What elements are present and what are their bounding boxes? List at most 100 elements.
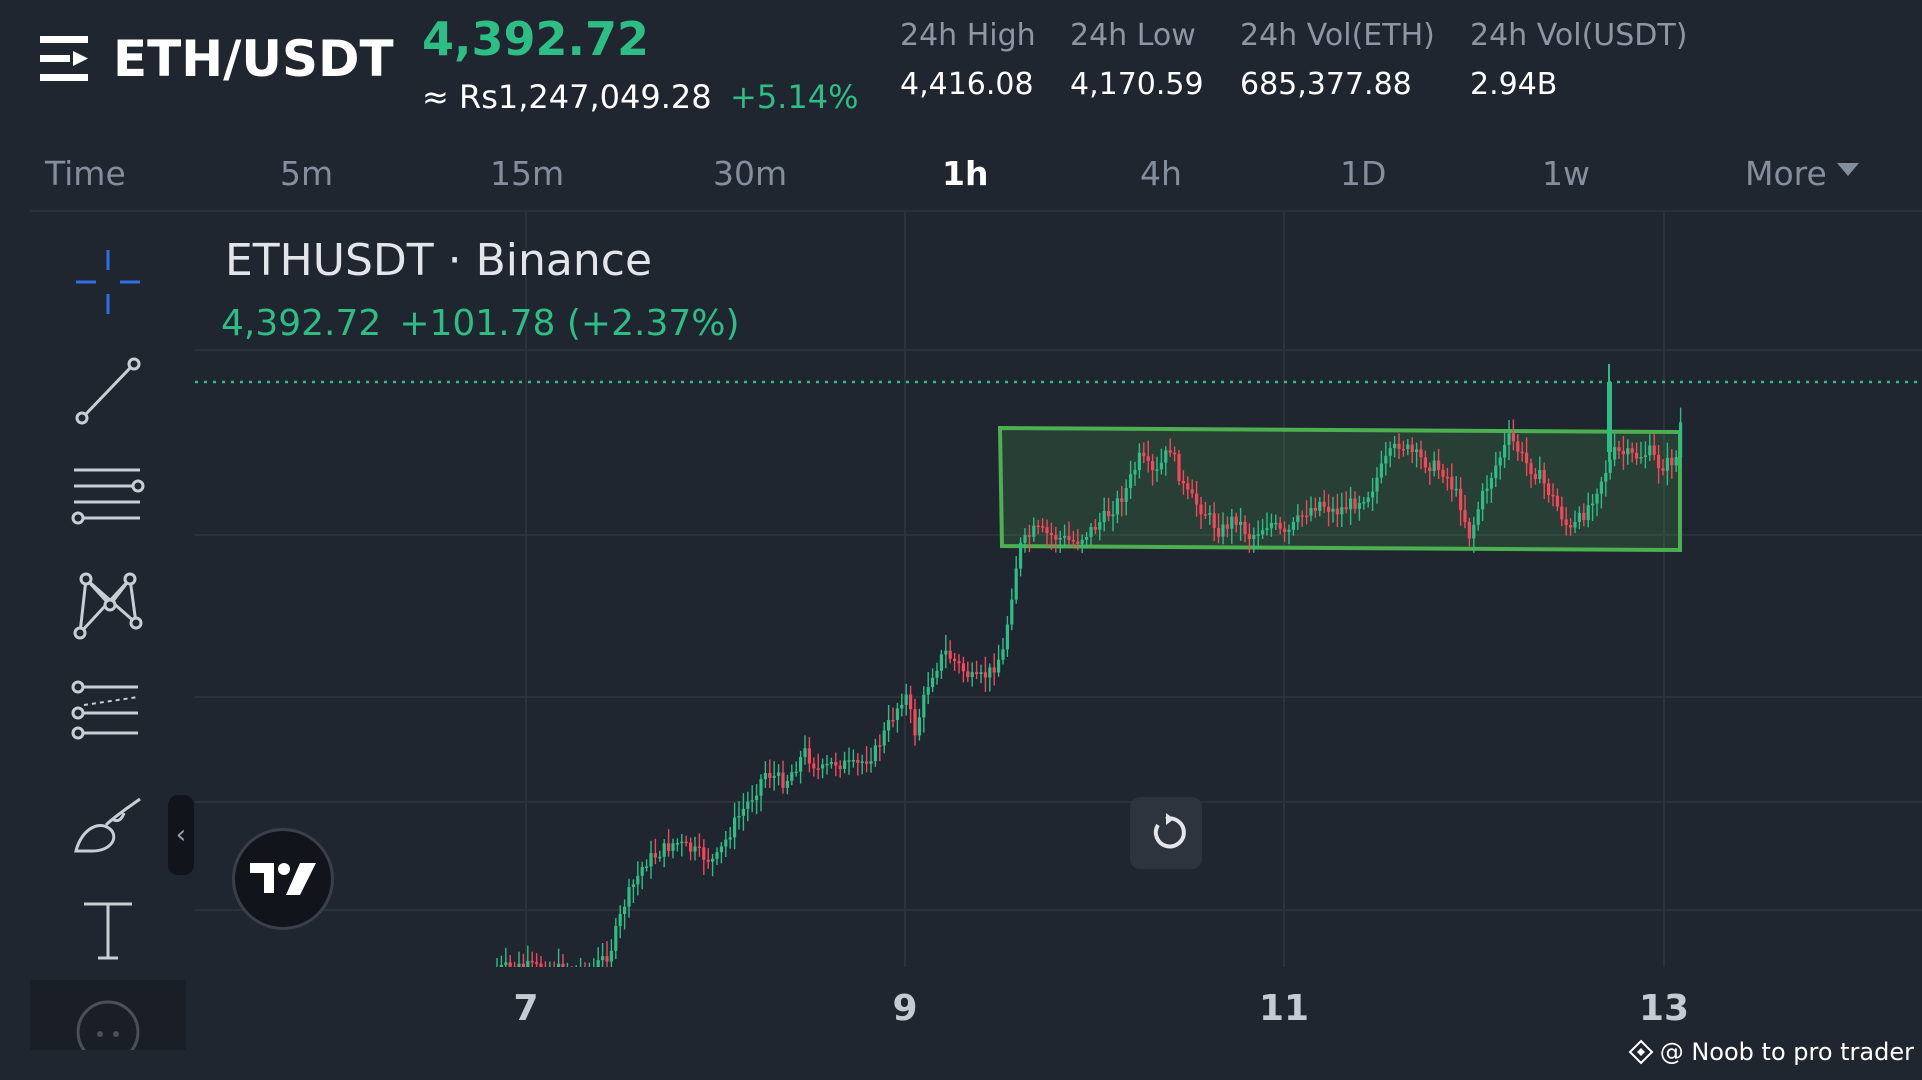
stat-label: 24h High: [900, 18, 1036, 53]
candle-body: [887, 720, 891, 731]
candle-body: [724, 839, 728, 847]
candle-body: [953, 658, 957, 662]
x-axis-tick: 11: [1258, 988, 1310, 1029]
candle-body: [1049, 532, 1053, 536]
candle-body: [609, 950, 613, 962]
toolbar-more[interactable]: [30, 980, 186, 1064]
candle-body: [733, 817, 737, 838]
candle-body: [1186, 483, 1190, 490]
candle-body: [1014, 568, 1018, 600]
candle-body: [1573, 521, 1577, 528]
candle-body: [1252, 535, 1256, 540]
stat-value: 685,377.88: [1240, 67, 1412, 102]
price-chart[interactable]: [195, 212, 1922, 967]
candle-body: [741, 808, 745, 816]
tab-5m[interactable]: 5m: [280, 154, 334, 193]
candle-body: [719, 846, 723, 853]
candle-body: [1375, 477, 1379, 492]
candle-body: [1555, 495, 1559, 507]
candle-body: [1542, 470, 1546, 484]
stat-label: 24h Vol(ETH): [1240, 18, 1435, 53]
candle-body: [1076, 541, 1080, 544]
tabs-divider: [30, 210, 1922, 212]
brush-tool[interactable]: [68, 785, 148, 865]
tab-1d[interactable]: 1D: [1340, 154, 1387, 193]
candle-body: [1102, 511, 1106, 523]
tab-1h[interactable]: 1h: [942, 154, 989, 193]
fib-tool[interactable]: [68, 675, 148, 755]
collapse-toolbar-button[interactable]: ‹: [168, 795, 194, 875]
candle-body: [1340, 507, 1344, 515]
tab-more[interactable]: More: [1745, 154, 1859, 193]
candle-body: [997, 659, 1001, 673]
stat-value: 4,416.08: [900, 67, 1034, 102]
candle-body: [1269, 522, 1273, 529]
candle-body: [1115, 498, 1119, 515]
candle-body: [640, 867, 644, 876]
candle-body: [1181, 480, 1185, 484]
candle-body: [645, 866, 649, 868]
candle-body: [847, 760, 851, 762]
caret-down-icon: [1836, 163, 1859, 176]
trend-line-icon: [75, 357, 141, 425]
tab-30m[interactable]: 30m: [713, 154, 788, 193]
candle-body: [979, 672, 983, 674]
candle-body: [882, 730, 886, 746]
candle-body: [1239, 521, 1243, 525]
candle-body: [517, 963, 521, 967]
stat-value: 2.94B: [1470, 67, 1558, 102]
horizontal-lines-icon: [71, 468, 145, 525]
candle-body: [1313, 508, 1317, 511]
tradingview-logo-icon: [250, 863, 316, 895]
reset-chart-button[interactable]: [1130, 797, 1202, 869]
candle-body: [1415, 449, 1419, 453]
candle-body: [1067, 535, 1071, 540]
menu-icon[interactable]: [40, 34, 92, 84]
candle-body: [539, 963, 543, 967]
stat-label: 24h Vol(USDT): [1470, 18, 1688, 53]
binance-logo-icon: [1628, 1039, 1654, 1065]
tab-15m[interactable]: 15m: [490, 154, 565, 193]
candle-body: [1045, 527, 1049, 533]
candle-body: [1621, 450, 1625, 455]
candle-body: [530, 960, 534, 963]
watermark-text: @ Noob to pro trader: [1659, 1038, 1914, 1066]
candle-body: [1397, 443, 1401, 449]
tab-time[interactable]: Time: [45, 154, 126, 193]
candle-body: [1142, 452, 1146, 457]
candle-body: [803, 748, 807, 758]
candle-body: [856, 760, 860, 763]
candle-body: [1058, 537, 1062, 540]
candle-body: [966, 671, 970, 678]
trend-line-tool[interactable]: [68, 350, 148, 430]
candle-body: [1129, 474, 1133, 488]
candle-body: [1639, 457, 1643, 459]
horizontal-lines-tool[interactable]: [68, 456, 148, 536]
candle-body: [900, 704, 904, 709]
tab-4h[interactable]: 4h: [1140, 154, 1182, 193]
candle-body: [948, 650, 952, 659]
candle-body: [1437, 460, 1441, 470]
candle-body: [988, 667, 992, 678]
candle-body: [913, 709, 917, 736]
candle-body: [961, 663, 965, 672]
candle-body: [711, 858, 715, 862]
candle-body: [1283, 528, 1287, 532]
candle-body: [1371, 491, 1375, 498]
candle-body: [1027, 535, 1031, 537]
candle-body: [1005, 624, 1009, 650]
last-price: 4,392.72: [422, 12, 649, 66]
candle-body: [667, 843, 671, 851]
tradingview-logo[interactable]: [232, 828, 334, 930]
candle-body: [1146, 456, 1150, 461]
candle-body: [499, 964, 503, 967]
candle-body: [1019, 542, 1023, 569]
tab-1w[interactable]: 1w: [1542, 154, 1590, 193]
candle-body: [1608, 459, 1612, 473]
text-tool[interactable]: [68, 890, 148, 970]
candle-body: [992, 667, 996, 673]
crosshair-tool[interactable]: [68, 242, 148, 322]
candle-body: [1203, 514, 1207, 516]
pair-title[interactable]: ETH/USDT: [113, 30, 394, 88]
pattern-tool[interactable]: [68, 565, 148, 645]
